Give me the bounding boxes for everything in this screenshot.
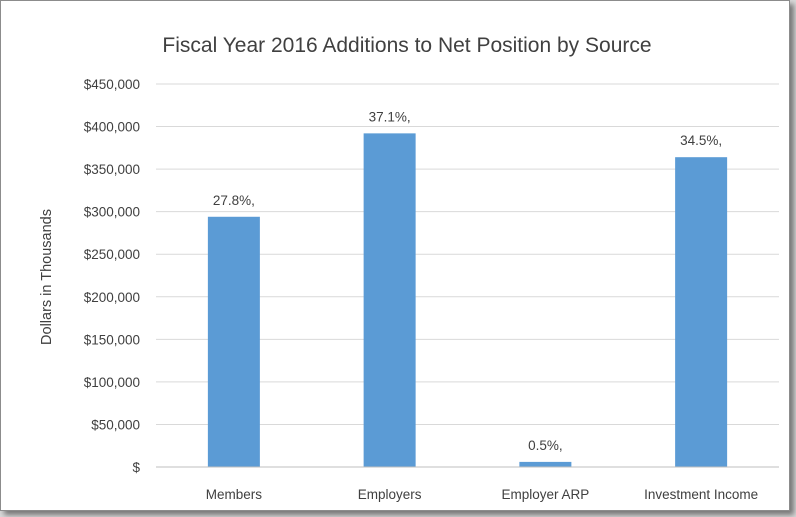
x-category-label: Investment Income [644,487,758,502]
bar [207,216,260,467]
data-label: 27.8%, [213,193,255,208]
x-category-label: Members [206,487,263,502]
y-axis-label: Dollars in Thousands [39,209,55,345]
bar-chart: Fiscal Year 2016 Additions to Net Positi… [39,34,779,502]
x-category-label: Employers [358,487,422,502]
data-label: 37.1%, [369,109,411,124]
y-axis-ticks: $ $50,000 $100,000 $150,000 $200,000 $250,000… [84,77,141,475]
y-tick-label: $400,000 [84,120,140,135]
chart-title: Fiscal Year 2016 Additions to Net Positi… [162,34,651,57]
data-label: 34.5%, [680,133,722,148]
y-tick-label: $150,000 [84,332,140,347]
y-tick-label: $450,000 [84,77,140,92]
y-tick-label: $300,000 [84,205,140,220]
data-label: 0.5%, [528,438,563,453]
x-axis-categories: Members Employers Employer ARP Investment I… [206,487,758,502]
y-tick-label: $ [132,460,140,475]
bar [363,133,416,467]
data-labels: 27.8%, 37.1%, 0.5%, 34.5%, [213,109,722,453]
y-tick-label: $50,000 [91,417,140,432]
y-tick-label: $100,000 [84,375,140,390]
x-category-label: Employer ARP [501,487,589,502]
y-tick-label: $350,000 [84,162,140,177]
bar [675,157,728,467]
y-tick-label: $250,000 [84,247,140,262]
y-tick-label: $200,000 [84,290,140,305]
bar [519,461,572,467]
bars [207,133,728,467]
